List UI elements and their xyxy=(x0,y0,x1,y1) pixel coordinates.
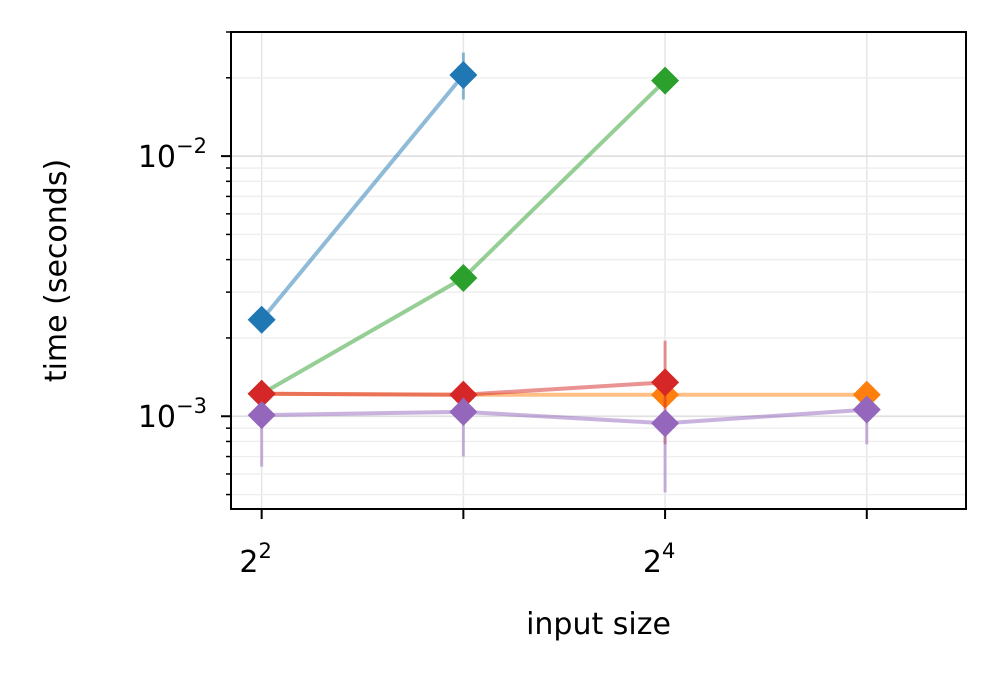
data-point xyxy=(449,397,478,426)
grid xyxy=(231,31,966,509)
y-axis-label: time (seconds) xyxy=(39,159,74,382)
y-tick-label: 10−3 xyxy=(138,394,207,435)
x-tick-label: 22 xyxy=(239,539,271,580)
data-point xyxy=(247,379,276,408)
data-point xyxy=(449,263,478,292)
data-point xyxy=(651,66,680,95)
ticks: 22 24 10−3 10−2 xyxy=(138,31,868,580)
series xyxy=(247,395,881,493)
data-point xyxy=(852,395,881,424)
series xyxy=(247,52,478,334)
data-point xyxy=(247,305,276,334)
data-point xyxy=(852,380,881,409)
x-axis-label: input size xyxy=(526,607,671,642)
series-line xyxy=(261,407,867,426)
y-tick-label: 10−2 xyxy=(138,134,207,175)
plot-frame xyxy=(230,31,967,510)
series-line xyxy=(260,73,465,321)
series xyxy=(247,340,680,445)
data-point xyxy=(651,409,680,438)
x-tick-label: 24 xyxy=(643,539,675,580)
data-point xyxy=(449,380,478,409)
data-point xyxy=(651,368,680,397)
series-layer xyxy=(247,52,881,493)
data-point xyxy=(449,61,478,90)
data-point xyxy=(247,401,276,430)
